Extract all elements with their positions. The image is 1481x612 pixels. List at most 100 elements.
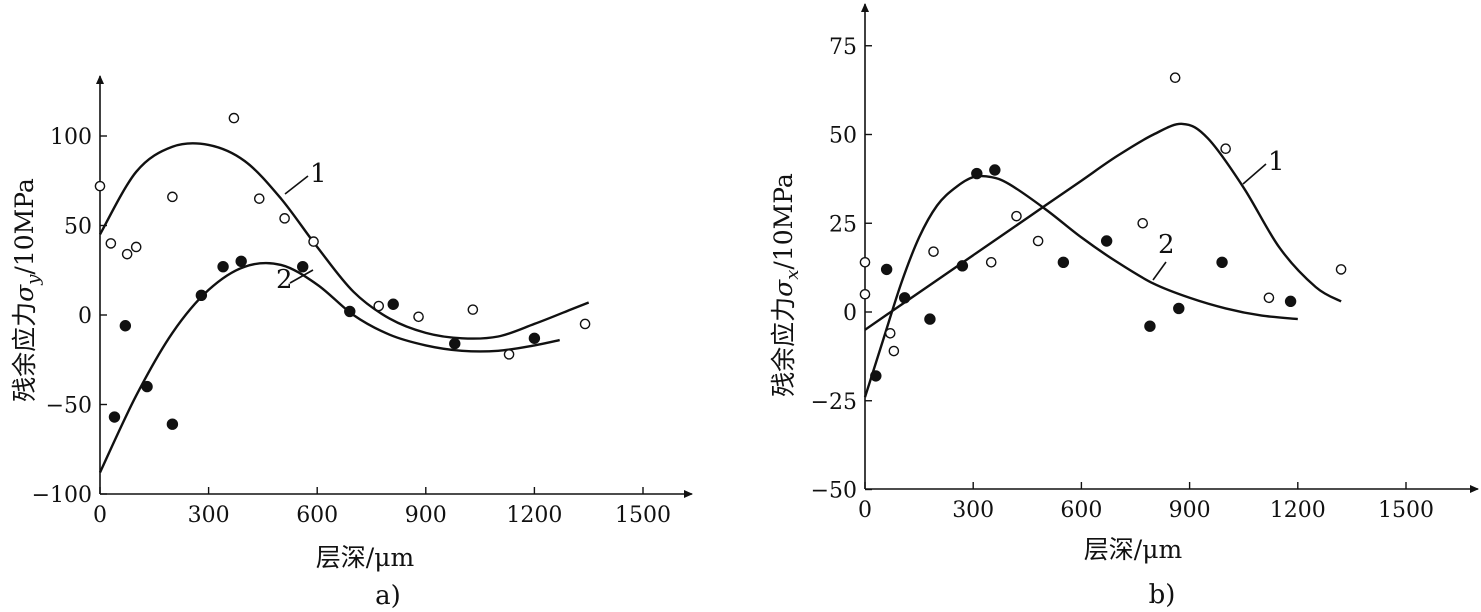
data-point-a-series-1-3 bbox=[130, 241, 142, 253]
x-tick-label-b-0: 0 bbox=[858, 498, 872, 523]
data-point-a-series-1-7 bbox=[279, 213, 290, 224]
data-point-b-series-1-9 bbox=[1169, 72, 1181, 83]
data-point-b-series-1-6 bbox=[1011, 210, 1022, 222]
x-tick-label-a-0: 0 bbox=[93, 503, 107, 528]
series-2-leader-b bbox=[1152, 261, 1167, 281]
series-2-label-a: 2 bbox=[276, 265, 293, 295]
data-point-a-series-1-9 bbox=[373, 300, 385, 312]
fit-curve-a-series-2 bbox=[98, 261, 560, 474]
y-axis-label-main-b: 残余应力 bbox=[769, 297, 798, 397]
data-point-a-series-1-11 bbox=[467, 304, 479, 315]
data-point-b-series-2-3 bbox=[924, 313, 936, 325]
chart-panel-a: 0 300 600 900 1200 1500 −100 −50 0 50 100 1 2 层深/μ… bbox=[10, 75, 693, 611]
data-points-b bbox=[859, 72, 1347, 382]
x-tick-label-a-1200: 1200 bbox=[506, 503, 562, 528]
y-tick-label-b-50: 50 bbox=[829, 124, 857, 149]
series-1-label-b: 1 bbox=[1268, 147, 1285, 177]
series-1-leader-a bbox=[284, 175, 309, 195]
data-point-b-series-2-11 bbox=[1216, 256, 1228, 268]
y-tick-label-b--25: −25 bbox=[811, 390, 857, 415]
data-point-a-series-2-8 bbox=[344, 305, 356, 318]
data-point-b-series-1-10 bbox=[1220, 143, 1231, 154]
data-point-b-series-1-8 bbox=[1137, 217, 1149, 229]
x-tick-label-b-1200: 1200 bbox=[1270, 498, 1326, 523]
x-axis-label-a: 层深/μm bbox=[316, 543, 415, 572]
data-point-a-series-1-10 bbox=[413, 311, 424, 323]
y-tick-label-b--50: −50 bbox=[811, 479, 857, 504]
data-point-b-series-2-10 bbox=[1173, 302, 1185, 315]
y-tick-label-a-50: 50 bbox=[64, 215, 92, 240]
x-tick-label-b-300: 300 bbox=[952, 498, 994, 523]
data-point-b-series-1-7 bbox=[1032, 235, 1044, 247]
x-tick-label-b-900: 900 bbox=[1169, 498, 1211, 523]
y-axis-label-main-a: 残余应力 bbox=[10, 302, 39, 402]
data-point-b-series-1-3 bbox=[888, 345, 900, 357]
data-point-a-series-1-6 bbox=[253, 193, 265, 204]
y-axis-label-symbol-a: σ bbox=[10, 284, 39, 302]
y-axis-label-symbol-b: σ bbox=[769, 279, 798, 297]
y-axis-label-unit-a: /10MPa bbox=[10, 178, 39, 275]
panel-label-a: a) bbox=[375, 581, 401, 611]
fit-curve-b-series-1 bbox=[864, 122, 1342, 331]
series-1-leader-b bbox=[1242, 163, 1267, 185]
y-axis-label-sub-b: x bbox=[782, 270, 803, 280]
data-point-b-series-2-6 bbox=[989, 164, 1001, 176]
series-2-label-b: 2 bbox=[1158, 230, 1175, 260]
y-tick-label-a-100: 100 bbox=[50, 125, 92, 150]
data-point-b-series-2-0 bbox=[870, 370, 882, 382]
data-points-a bbox=[94, 112, 591, 430]
data-point-a-series-2-2 bbox=[141, 380, 153, 393]
data-point-a-series-2-11 bbox=[528, 332, 541, 344]
data-point-b-series-1-1 bbox=[859, 256, 871, 268]
labels-b: 1 2 层深/μm b) 残余应力σx/10MPa bbox=[769, 147, 1285, 610]
data-point-a-series-1-13 bbox=[579, 318, 591, 330]
panel-label-b: b) bbox=[1149, 580, 1176, 610]
y-axis-label-unit-b: /10MPa bbox=[769, 173, 798, 270]
x-axis-label-b: 层深/μm bbox=[1084, 535, 1183, 564]
data-point-a-series-2-5 bbox=[217, 260, 229, 273]
data-point-a-series-1-2 bbox=[121, 248, 133, 260]
y-axis-label-a: 残余应力σy/10MPa bbox=[10, 178, 44, 402]
ticks-a: 0 300 600 900 1200 1500 −100 −50 0 50 100 bbox=[32, 125, 671, 528]
series-1-label-a: 1 bbox=[310, 159, 327, 189]
data-point-a-series-1-1 bbox=[105, 238, 117, 249]
data-point-a-series-2-3 bbox=[166, 418, 179, 430]
labels-a: 1 2 层深/μm a) 残余应力σy/10MPa bbox=[10, 159, 414, 611]
y-axis-label-sub-a: y bbox=[23, 274, 44, 286]
data-point-b-series-2-9 bbox=[1144, 320, 1156, 332]
data-point-a-series-2-0 bbox=[108, 411, 121, 423]
x-tick-label-b-600: 600 bbox=[1060, 498, 1102, 523]
y-tick-label-b-0: 0 bbox=[843, 301, 857, 326]
y-tick-label-a--100: −100 bbox=[32, 483, 92, 508]
fit-curves-a bbox=[98, 142, 590, 474]
data-point-a-series-1-4 bbox=[167, 191, 178, 203]
data-point-a-series-2-6 bbox=[235, 255, 247, 267]
x-tick-label-a-600: 600 bbox=[296, 503, 338, 528]
data-point-b-series-2-8 bbox=[1100, 235, 1113, 247]
data-point-b-series-2-4 bbox=[956, 260, 969, 272]
axes-b bbox=[861, 3, 1479, 493]
data-point-b-series-1-11 bbox=[1263, 292, 1275, 304]
series-2-leader-a bbox=[289, 269, 314, 284]
fit-curves-b bbox=[863, 122, 1342, 398]
data-point-a-series-2-1 bbox=[119, 320, 132, 332]
data-point-b-series-1-0 bbox=[859, 288, 871, 300]
x-tick-label-a-300: 300 bbox=[188, 503, 230, 528]
data-point-b-series-2-2 bbox=[898, 292, 911, 304]
data-point-b-series-1-2 bbox=[884, 327, 896, 339]
data-point-b-series-1-5 bbox=[985, 256, 997, 268]
x-tick-label-b-1500: 1500 bbox=[1378, 498, 1434, 523]
data-point-a-series-2-9 bbox=[387, 298, 399, 310]
data-point-b-series-1-4 bbox=[928, 246, 939, 257]
data-point-b-series-2-5 bbox=[971, 167, 983, 180]
data-point-a-series-1-0 bbox=[94, 180, 106, 192]
y-tick-label-b-25: 25 bbox=[829, 212, 857, 237]
data-point-b-series-2-7 bbox=[1057, 256, 1070, 268]
fit-curve-b-series-2 bbox=[863, 174, 1298, 398]
ticks-b: 0 300 600 900 1200 1500 −50 −25 0 25 50 75 bbox=[811, 35, 1434, 523]
x-tick-label-a-1500: 1500 bbox=[615, 503, 671, 528]
data-point-b-series-1-12 bbox=[1335, 264, 1347, 275]
data-point-a-series-1-8 bbox=[308, 236, 319, 247]
y-tick-label-a--50: −50 bbox=[46, 394, 92, 419]
